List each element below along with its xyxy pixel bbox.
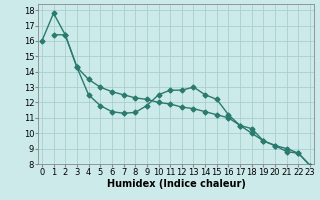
X-axis label: Humidex (Indice chaleur): Humidex (Indice chaleur) (107, 179, 245, 189)
